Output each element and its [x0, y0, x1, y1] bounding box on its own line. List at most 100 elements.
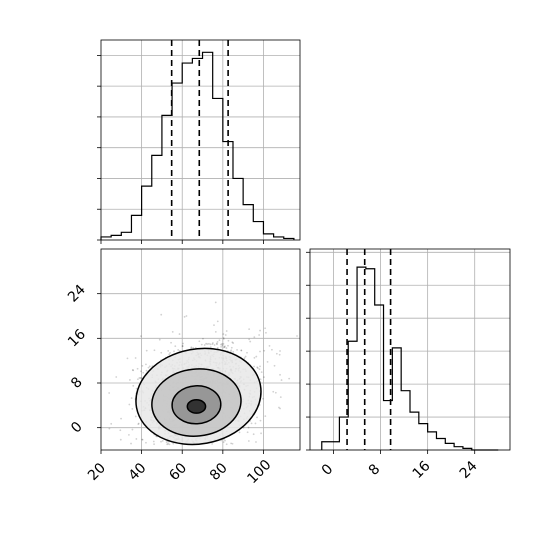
scatter-point [273, 364, 276, 367]
joint-x-tick-label: 40 [126, 460, 150, 484]
scatter-point [140, 377, 143, 379]
scatter-point [214, 330, 217, 333]
scatter-point [142, 371, 145, 374]
scatter-point [259, 365, 261, 368]
scatter-point [252, 433, 255, 436]
scatter-point [119, 429, 122, 432]
scatter-point [220, 346, 223, 348]
scatter-point [224, 334, 227, 336]
scatter-point [134, 415, 137, 418]
scatter-point [244, 355, 247, 358]
scatter-point [248, 338, 251, 341]
scatter-point [198, 340, 201, 343]
scatter-point [259, 350, 261, 353]
scatter-point [222, 333, 225, 335]
scatter-point [177, 349, 180, 351]
scatter-point [259, 329, 261, 332]
scatter-point [108, 427, 111, 430]
scatter-point [139, 377, 142, 379]
scatter-point [223, 346, 226, 348]
scatter-point [108, 392, 111, 394]
scatter-point [136, 378, 139, 381]
scatter-point [224, 439, 226, 442]
marginal-y-tick-label: 16 [410, 458, 434, 482]
scatter-point [129, 379, 131, 381]
scatter-point [214, 301, 217, 304]
joint-y-tick-label: 24 [65, 282, 89, 306]
scatter-point [260, 371, 263, 373]
scatter-point [153, 349, 156, 352]
scatter-point [131, 428, 134, 431]
marginal-histogram-y: 0 8 16 24 [306, 248, 511, 482]
joint-y-tick-label: 8 [68, 374, 86, 392]
scatter-point [249, 340, 252, 343]
scatter-point [215, 342, 218, 345]
scatter-point [130, 442, 132, 445]
scatter-point [145, 363, 147, 366]
scatter-point [126, 357, 129, 360]
scatter-point [265, 331, 267, 334]
scatter-point [236, 348, 238, 351]
joint-x-tick-label: 80 [207, 460, 231, 484]
scatter-point [172, 442, 175, 445]
scatter-point [224, 345, 226, 348]
scatter-point [250, 422, 253, 425]
joint-x-tick-label: 20 [85, 460, 109, 484]
scatter-point [221, 344, 224, 347]
marginal-y-tick-label: 8 [366, 461, 384, 479]
joint-x-tick-label: 60 [166, 460, 190, 484]
marginal-y-tick-label: 24 [457, 458, 481, 482]
scatter-point [216, 343, 218, 346]
scatter-point [141, 364, 144, 367]
scatter-point [279, 407, 281, 410]
density-contour [151, 368, 242, 437]
scatter-point [169, 351, 171, 354]
scatter-point [259, 419, 262, 422]
scatter-point [232, 351, 235, 353]
scatter-point [278, 406, 280, 409]
scatter-point [258, 368, 261, 371]
scatter-point [128, 403, 131, 406]
scatter-point [256, 416, 258, 419]
scatter-point [165, 441, 168, 444]
scatter-point [247, 426, 250, 429]
scatter-point [247, 440, 250, 442]
scatter-point [231, 341, 234, 344]
scatter-point [256, 366, 259, 369]
scatter-point [254, 422, 257, 425]
scatter-point [205, 342, 207, 345]
scatter-point [174, 345, 177, 348]
scatter-point [216, 347, 219, 349]
marginal-y-histogram-step [321, 266, 499, 451]
marginal-y-frame [309, 248, 511, 451]
scatter-point [160, 351, 163, 354]
marginal-x-histogram-step [100, 51, 295, 240]
scatter-point [274, 391, 277, 394]
density-contour [186, 399, 207, 414]
scatter-point [296, 335, 298, 337]
scatter-point [209, 346, 212, 349]
scatter-point [266, 360, 269, 363]
scatter-point [110, 422, 113, 425]
scatter-point [185, 315, 188, 317]
density-fill [187, 399, 206, 414]
scatter-point [134, 357, 137, 359]
scatter-point [227, 344, 229, 347]
scatter-point [141, 438, 144, 441]
scatter-point [279, 350, 281, 352]
scatter-point [264, 415, 267, 417]
scatter-point [248, 328, 251, 331]
scatter-point [225, 347, 228, 349]
scatter-point [206, 343, 209, 345]
scatter-point [167, 350, 170, 352]
scatter-point [264, 327, 267, 330]
joint-scatter-panel: 20 40 60 80 100 0 8 16 24 [65, 248, 301, 487]
scatter-point [263, 349, 266, 352]
scatter-point [225, 443, 228, 446]
scatter-point [132, 384, 135, 387]
scatter-point [152, 440, 155, 443]
scatter-point [240, 349, 243, 352]
scatter-point [182, 342, 184, 345]
scatter-point [225, 330, 228, 332]
